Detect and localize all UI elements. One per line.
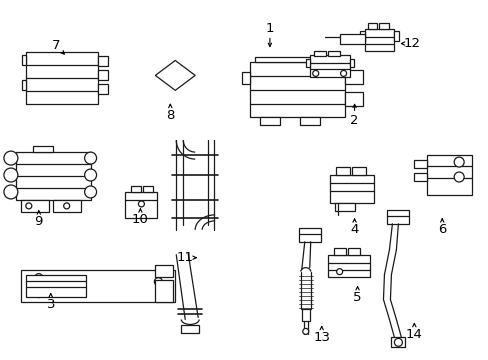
Bar xyxy=(21,200,49,212)
Bar xyxy=(390,337,405,347)
Text: 7: 7 xyxy=(51,39,60,52)
Bar xyxy=(16,152,90,200)
Bar xyxy=(98,57,107,67)
Text: 13: 13 xyxy=(312,331,329,344)
Text: 1: 1 xyxy=(265,22,274,35)
Circle shape xyxy=(4,151,18,165)
Bar xyxy=(26,53,98,104)
Bar xyxy=(359,31,364,41)
Text: 11: 11 xyxy=(176,251,193,264)
Circle shape xyxy=(35,289,42,298)
Text: 4: 4 xyxy=(350,223,358,236)
Bar xyxy=(327,255,369,276)
Bar xyxy=(301,310,309,321)
Bar xyxy=(329,175,374,203)
Bar xyxy=(313,50,325,57)
Circle shape xyxy=(336,269,342,275)
Circle shape xyxy=(394,338,402,346)
Bar xyxy=(379,23,388,28)
Bar xyxy=(155,280,173,302)
Circle shape xyxy=(302,328,308,334)
Bar xyxy=(33,146,53,152)
Bar xyxy=(305,59,309,67)
Circle shape xyxy=(63,203,69,209)
Bar xyxy=(98,71,107,80)
Bar xyxy=(53,200,81,212)
Bar xyxy=(334,203,354,211)
Bar xyxy=(22,55,26,66)
Bar xyxy=(413,160,427,168)
Bar xyxy=(125,192,157,218)
Bar xyxy=(344,92,362,106)
Bar xyxy=(351,167,365,175)
Bar xyxy=(364,28,394,50)
Text: 12: 12 xyxy=(403,37,420,50)
Bar xyxy=(394,31,399,41)
Bar xyxy=(299,117,319,125)
Bar xyxy=(339,33,364,44)
Circle shape xyxy=(4,185,18,199)
Bar xyxy=(349,59,353,67)
Bar xyxy=(22,80,26,90)
Circle shape xyxy=(4,168,18,182)
Bar xyxy=(367,23,377,28)
Circle shape xyxy=(154,278,162,285)
Bar xyxy=(21,270,175,302)
Text: 6: 6 xyxy=(437,223,446,236)
Bar xyxy=(298,228,320,242)
Circle shape xyxy=(340,71,346,76)
Bar xyxy=(413,173,427,181)
Bar xyxy=(131,186,141,192)
Text: 10: 10 xyxy=(132,213,148,226)
Circle shape xyxy=(84,169,96,181)
Text: 14: 14 xyxy=(405,328,422,341)
Circle shape xyxy=(312,71,318,76)
Text: 3: 3 xyxy=(46,298,55,311)
Bar xyxy=(327,50,339,57)
Bar xyxy=(309,55,349,77)
Bar xyxy=(344,71,362,84)
Bar xyxy=(254,58,339,62)
Bar xyxy=(155,265,173,276)
Bar xyxy=(335,167,349,175)
Text: 8: 8 xyxy=(166,109,174,122)
Text: 9: 9 xyxy=(35,215,43,228)
Bar xyxy=(260,117,279,125)
Bar xyxy=(98,84,107,94)
Bar xyxy=(347,248,359,255)
Circle shape xyxy=(84,152,96,164)
Circle shape xyxy=(84,186,96,198)
Bar xyxy=(143,186,153,192)
Circle shape xyxy=(138,201,144,207)
Text: 2: 2 xyxy=(349,114,358,127)
Bar xyxy=(427,155,471,195)
Text: 5: 5 xyxy=(353,291,361,304)
Polygon shape xyxy=(155,60,195,90)
Bar xyxy=(249,62,344,117)
Bar xyxy=(181,325,199,333)
Circle shape xyxy=(26,203,32,209)
Bar xyxy=(333,248,345,255)
Bar xyxy=(26,275,85,297)
Circle shape xyxy=(453,172,463,182)
Bar xyxy=(242,72,249,84)
Circle shape xyxy=(35,274,42,282)
Circle shape xyxy=(453,157,463,167)
Bar xyxy=(386,210,408,224)
